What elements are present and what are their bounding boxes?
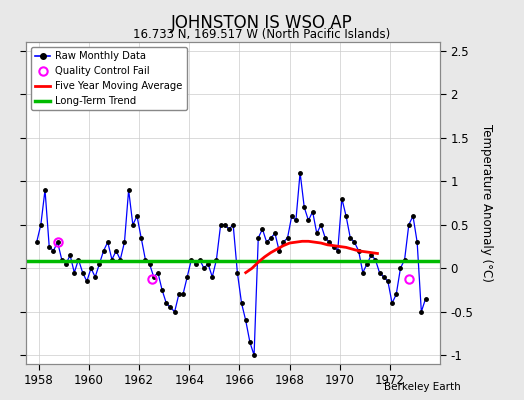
Legend: Raw Monthly Data, Quality Control Fail, Five Year Moving Average, Long-Term Tren: Raw Monthly Data, Quality Control Fail, … [31,47,187,110]
Text: JOHNSTON IS WSO AP: JOHNSTON IS WSO AP [171,14,353,32]
Text: 16.733 N, 169.517 W (North Pacific Islands): 16.733 N, 169.517 W (North Pacific Islan… [134,28,390,41]
Text: Berkeley Earth: Berkeley Earth [385,382,461,392]
Y-axis label: Temperature Anomaly (°C): Temperature Anomaly (°C) [480,124,493,282]
